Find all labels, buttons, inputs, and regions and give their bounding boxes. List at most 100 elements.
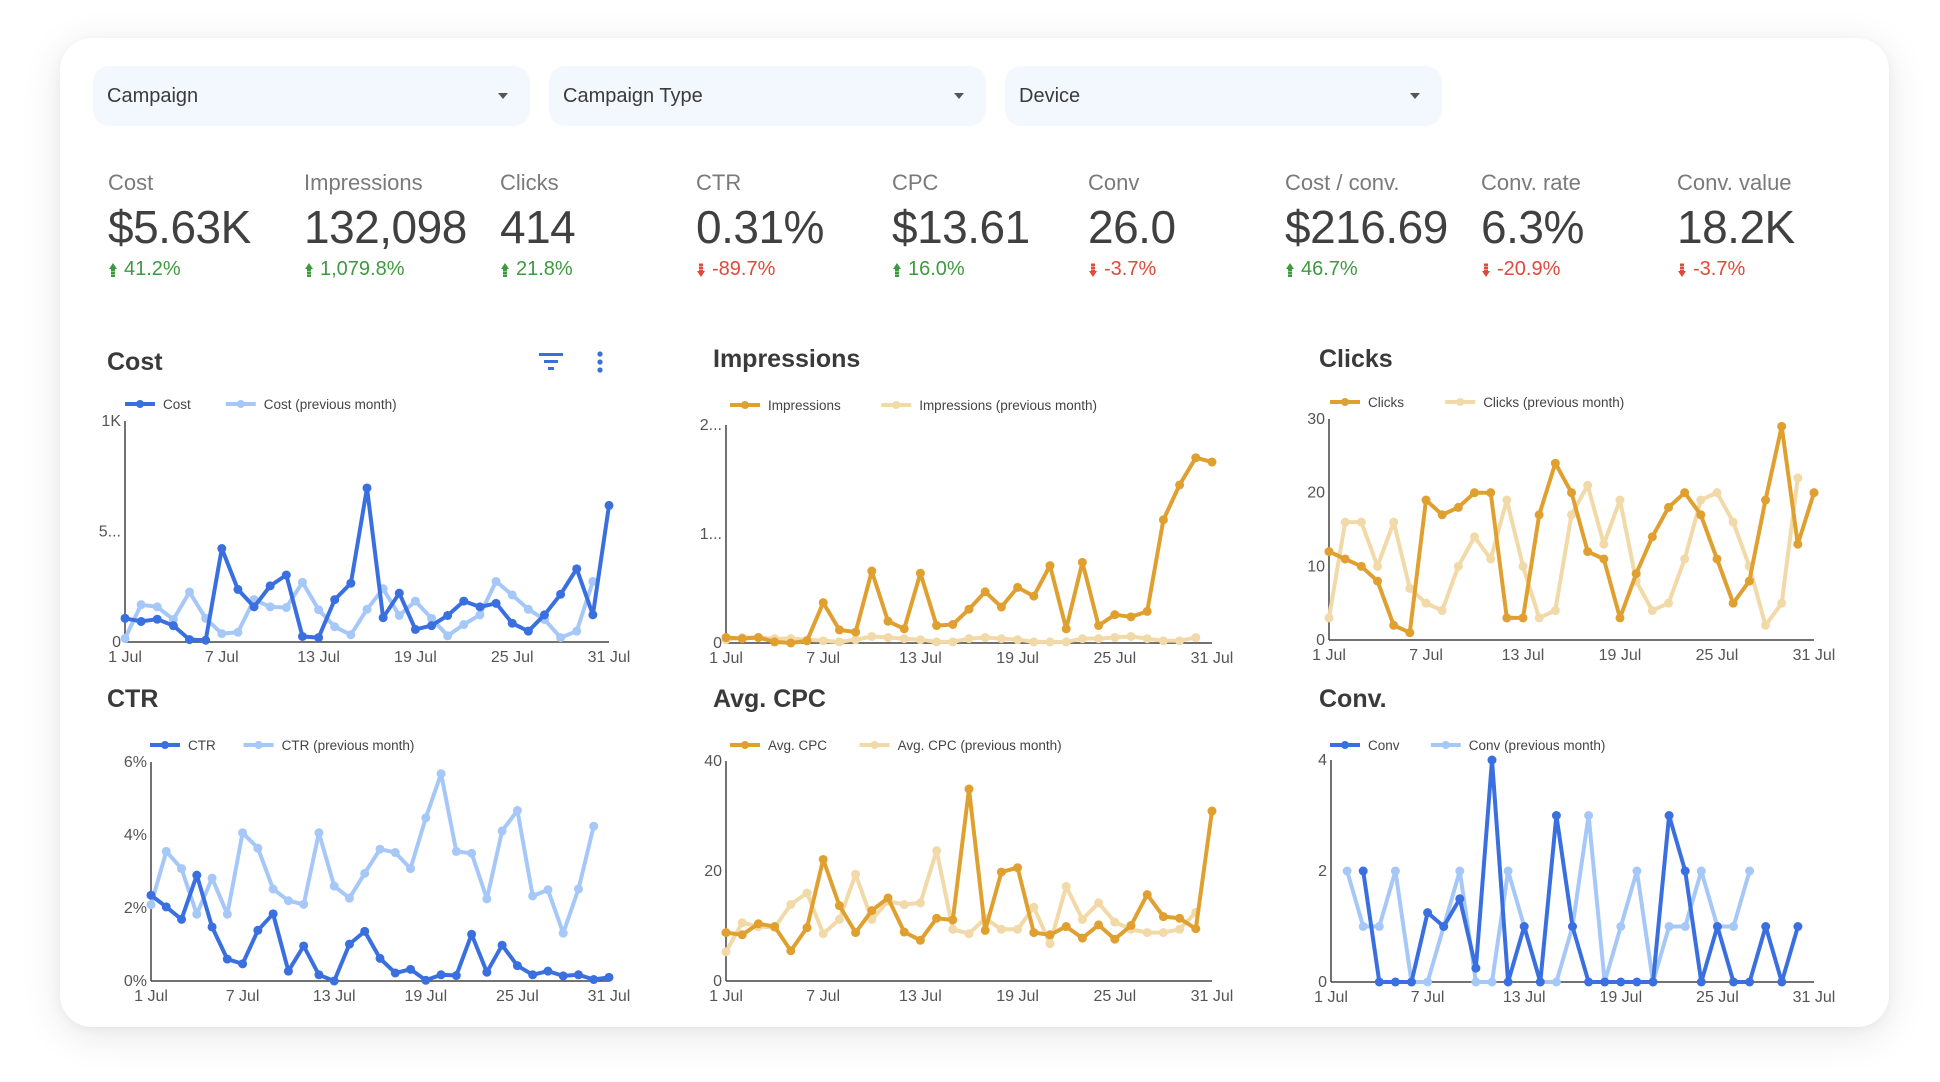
data-point [1471, 963, 1481, 973]
data-point [1550, 606, 1560, 616]
data-point [1356, 517, 1366, 527]
series-current [146, 870, 614, 986]
data-point [1502, 613, 1512, 623]
data-point [360, 868, 370, 878]
data-point [964, 929, 974, 939]
data-point [1664, 922, 1674, 931]
data-point [867, 906, 877, 916]
device-filter-dropdown[interactable]: Device [1005, 66, 1442, 126]
data-point [867, 914, 877, 924]
data-point [330, 622, 340, 632]
campaign-type-filter-dropdown[interactable]: Campaign Type [549, 66, 986, 126]
x-tick-label: 19 Jul [996, 988, 1039, 1005]
data-point [1045, 930, 1055, 940]
data-point [1342, 866, 1352, 876]
data-point [136, 616, 146, 626]
data-point [1207, 457, 1217, 467]
data-point [588, 610, 598, 620]
kpi-delta: -3.7% [1677, 258, 1795, 281]
x-tick-label: 19 Jul [1599, 989, 1642, 1006]
data-point [459, 620, 469, 630]
data-point [201, 635, 211, 645]
data-point [964, 604, 974, 614]
kpi-label: Clicks [500, 170, 559, 195]
data-point [427, 621, 437, 631]
chart-title-ctr: CTR [107, 685, 159, 713]
data-point [120, 613, 130, 623]
data-point [314, 633, 324, 643]
data-point [314, 605, 324, 615]
data-point [948, 619, 958, 629]
data-point [1013, 924, 1023, 934]
data-point [996, 634, 1006, 644]
kpi-value: 26.0 [1088, 201, 1176, 253]
data-point [1421, 598, 1431, 608]
kpi-delta: -89.7% [696, 258, 824, 281]
data-point [1664, 598, 1673, 608]
campaign-type-filter-label: Campaign Type [563, 85, 703, 107]
data-point [1745, 977, 1755, 987]
data-point [980, 633, 990, 643]
data-point [1664, 502, 1673, 512]
x-tick-label: 25 Jul [1093, 650, 1136, 667]
data-point [528, 970, 538, 980]
data-point [915, 935, 925, 945]
kpi-delta-value: 41.2% [124, 258, 181, 280]
data-point [802, 923, 812, 933]
data-point [1158, 636, 1168, 646]
data-point [786, 900, 796, 910]
series-previous [120, 576, 598, 643]
x-tick-label: 7 Jul [806, 650, 840, 667]
data-point [1777, 421, 1787, 431]
x-tick-label: 25 Jul [1696, 647, 1739, 664]
data-point [1503, 866, 1513, 876]
campaign-filter-dropdown[interactable]: Campaign [93, 66, 530, 126]
data-point [883, 633, 893, 643]
data-point [980, 925, 990, 935]
data-point [168, 614, 178, 624]
filter-icon[interactable] [538, 350, 564, 372]
series-line [123, 486, 611, 643]
data-point [1696, 495, 1706, 505]
x-tick-label: 31 Jul [1191, 650, 1234, 667]
data-point [818, 929, 828, 939]
data-point [1142, 606, 1152, 616]
data-point [818, 636, 828, 646]
data-point [1551, 811, 1561, 820]
kpi-label: Impressions [304, 170, 423, 195]
data-point [1647, 606, 1657, 616]
x-tick-label: 7 Jul [226, 988, 260, 1005]
data-point [996, 602, 1006, 612]
data-point [1405, 583, 1415, 593]
data-point [1712, 554, 1722, 564]
data-point [314, 970, 324, 980]
more-vert-icon[interactable] [592, 350, 608, 374]
legend-marker [1456, 398, 1465, 406]
y-tick-label: 1K [101, 413, 121, 430]
data-point [851, 869, 861, 879]
data-point [834, 901, 844, 911]
kpi-value: $13.61 [892, 201, 1030, 253]
x-tick-label: 1 Jul [134, 988, 168, 1005]
data-point [1077, 557, 1087, 567]
data-point [1631, 569, 1641, 579]
kpi-conv-rate: Conv. rate 6.3% -20.9% [1481, 170, 1584, 281]
data-point [207, 873, 217, 883]
data-point [1567, 488, 1576, 498]
data-point [268, 884, 278, 894]
data-point [589, 975, 599, 985]
data-point [1584, 811, 1594, 820]
y-tick-label: 0% [124, 973, 147, 990]
data-point [1809, 488, 1819, 498]
data-point [1061, 881, 1071, 891]
data-point [753, 919, 763, 929]
data-point [1390, 977, 1400, 987]
data-point [482, 967, 492, 977]
data-point [589, 821, 599, 831]
data-point [390, 848, 400, 858]
data-point [851, 635, 861, 645]
data-point [249, 602, 259, 612]
kpi-value: 18.2K [1677, 201, 1795, 253]
y-tick-label: 6% [124, 754, 147, 771]
x-tick-label: 25 Jul [496, 988, 539, 1005]
